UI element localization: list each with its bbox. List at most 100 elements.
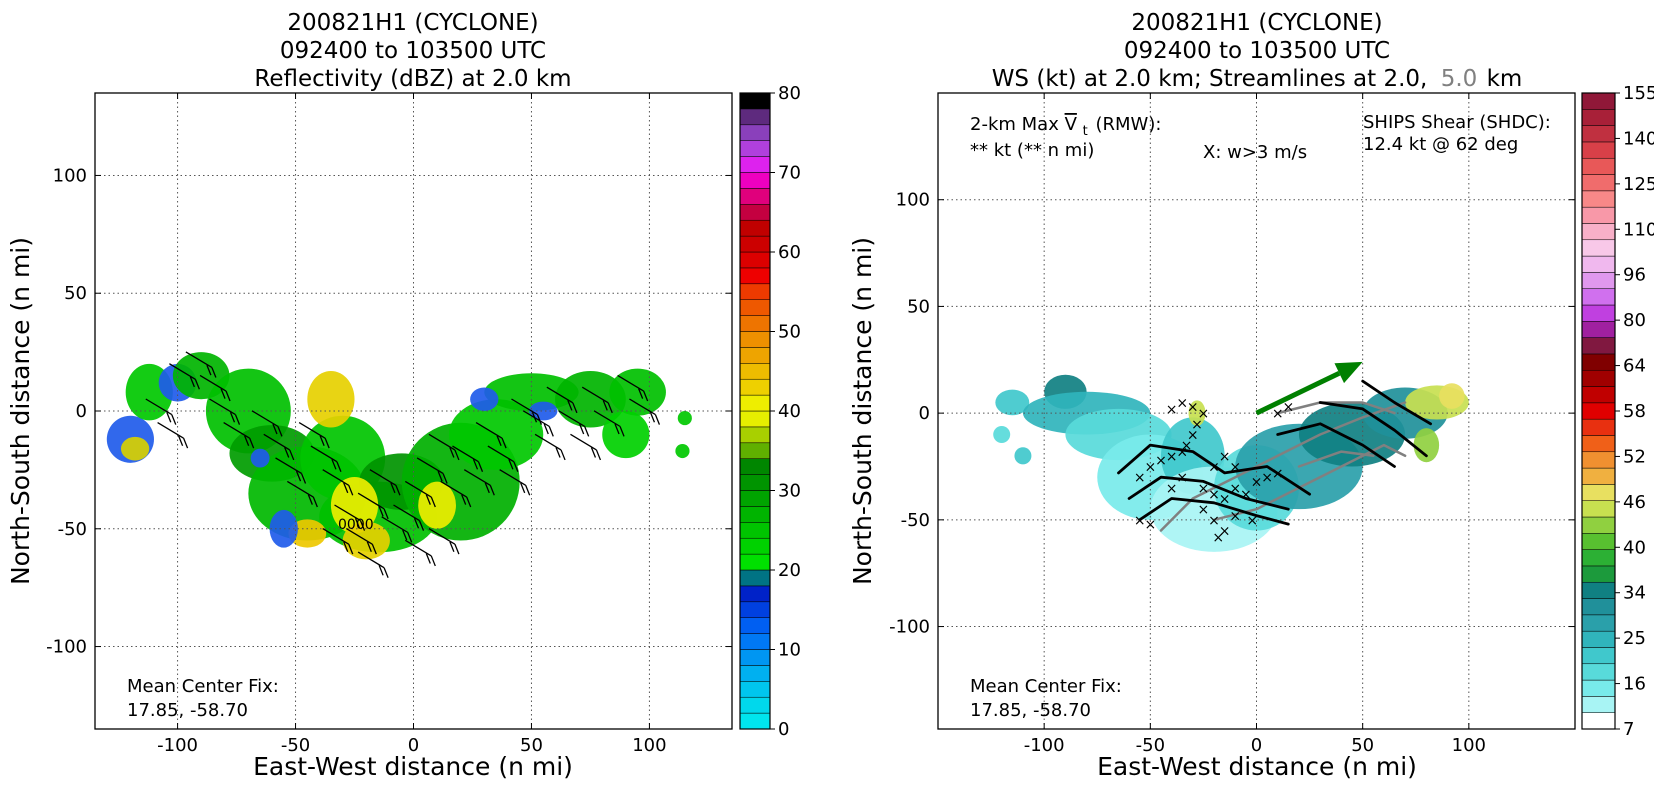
left-colorbar-tick-label: 60 (778, 242, 801, 263)
right-colorbar-swatch (1581, 157, 1616, 175)
right-colorbar-swatch (1581, 435, 1616, 453)
wind-barb-flag (536, 414, 543, 425)
wind-barb-shaft (511, 398, 538, 416)
right-colorbar-swatch (1581, 125, 1616, 143)
right-colorbar-swatch (1581, 206, 1616, 224)
left-colorbar-swatch (739, 378, 771, 396)
updraft-x-marker: × (1219, 449, 1231, 465)
updraft-x-marker: × (1219, 524, 1231, 540)
wind-barb-shaft (310, 445, 338, 463)
wind-barb-flag (395, 485, 401, 496)
reflectivity-cell (269, 509, 298, 548)
streamline-2km (1117, 443, 1311, 496)
updraft-x-marker: × (1166, 481, 1178, 497)
right-colorbar-tick-label: 80 (1623, 310, 1646, 331)
wind-barb-shaft (185, 351, 213, 369)
wind-speed-cell (995, 389, 1030, 416)
wind-barb-flag (489, 485, 495, 496)
right-ytick-label: -100 (889, 617, 930, 638)
updraft-x-marker: × (1198, 502, 1210, 518)
right-xtick-label: -100 (1024, 735, 1065, 756)
wind-barb-flag (413, 517, 420, 529)
updraft-x-marker: × (1229, 459, 1241, 475)
left-colorbar-swatch (739, 681, 771, 698)
right-xtick-label: 100 (1452, 735, 1486, 756)
wind-barb-shaft (275, 457, 302, 475)
wind-barb-flag (572, 402, 578, 414)
left-panel: 200821H1 (CYCLONE) 092400 to 103500 UTC … (6, 10, 801, 781)
wind-speed-cell (1439, 383, 1465, 409)
right-colorbar-swatch (1581, 337, 1616, 355)
updraft-x-marker: × (1272, 466, 1284, 482)
right-xtick-label: -50 (1136, 735, 1165, 756)
updraft-x-marker: × (1155, 453, 1167, 469)
updraft-x-marker: × (1240, 487, 1252, 503)
left-annotation-line2: 17.85, -58.70 (127, 700, 248, 721)
updraft-x-marker: × (1176, 395, 1188, 411)
left-colorbar-swatch (739, 569, 771, 587)
wind-barb-shaft (209, 398, 236, 416)
left-title-line1: 200821H1 (CYCLONE) (287, 10, 538, 36)
updraft-x-marker: × (1272, 406, 1284, 422)
wind-barb-shaft (199, 374, 227, 392)
right-colorbar-swatch (1581, 369, 1616, 387)
reflectivity-cell (330, 476, 379, 534)
left-colorbar-swatch (739, 601, 771, 618)
wind-barb-flag (472, 459, 479, 470)
left-colorbar-swatch (739, 156, 771, 173)
shear-label: SHIPS Shear (SHDC): (1363, 112, 1551, 133)
right-colorbar-swatch (1581, 418, 1616, 436)
right-title-line2: 092400 to 103500 UTC (1124, 38, 1390, 64)
right-colorbar-tick-label: 34 (1623, 583, 1646, 604)
wind-barb-flag (277, 426, 283, 437)
right-annotation-line1: Mean Center Fix: (970, 676, 1122, 697)
wind-barb-flag (182, 437, 189, 449)
left-colorbar-tick-label: 30 (778, 481, 801, 502)
updraft-x-marker: × (1191, 417, 1203, 433)
updraft-note: X: w>3 m/s (1203, 142, 1307, 163)
wind-barb-shaft (570, 433, 597, 451)
wind-barb-shaft (381, 516, 409, 533)
updraft-x-marker: × (1181, 438, 1193, 454)
wind-barb-flag (229, 411, 236, 423)
maxvt-label: 2-km Max V t (RMW): (970, 114, 1161, 140)
wind-barb-flag (295, 470, 302, 482)
left-ytick-label: 0 (76, 401, 87, 422)
right-colorbar-swatch (1581, 565, 1616, 583)
wind-barb-flag (590, 447, 597, 458)
wind-barb-flag (171, 414, 177, 425)
wind-barb-shaft (522, 410, 550, 427)
left-xtick-label: -100 (157, 735, 198, 756)
streamline-5km (1212, 443, 1407, 522)
left-colorbar-swatch (739, 426, 771, 444)
shear-vector-arrow (1255, 361, 1363, 416)
left-colorbar-swatch (739, 251, 771, 269)
wind-barb-flag (189, 376, 195, 388)
left-colorbar-swatch (739, 712, 771, 730)
right-colorbar-swatch (1581, 223, 1616, 241)
updraft-x-marker: × (1261, 470, 1273, 486)
maxvt-subscript: t (1083, 124, 1088, 139)
right-colorbar-tick-label: 7 (1623, 719, 1634, 740)
streamline-2km (1138, 497, 1290, 526)
wind-barb-flag (166, 411, 172, 423)
left-colorbar-swatch (739, 585, 771, 603)
wind-barb-shaft (251, 410, 279, 427)
reflectivity-cell (307, 370, 355, 428)
right-colorbar-swatch (1581, 109, 1616, 126)
right-colorbar-tick-label: 16 (1623, 674, 1646, 695)
right-title-line3-gray: 5.0 (1441, 66, 1478, 92)
right-colorbar-swatch (1581, 614, 1616, 632)
right-colorbar-tick-label: 96 (1623, 265, 1646, 286)
reflectivity-cell (250, 448, 270, 468)
left-x-axis-label: East-West distance (n mi) (253, 752, 573, 781)
right-colorbar-swatch (1581, 174, 1616, 192)
left-x-ticks: -100 -50 0 50 100 (157, 93, 667, 756)
left-colorbar-swatch (739, 219, 771, 237)
wind-barb-flag (649, 411, 656, 423)
faint-overlay-label: 0000 (338, 517, 374, 533)
left-colorbar-swatch (739, 490, 771, 507)
updraft-x-marker: × (1251, 474, 1263, 490)
wind-barb-flag (567, 400, 573, 411)
wind-barb-shaft (286, 480, 314, 498)
